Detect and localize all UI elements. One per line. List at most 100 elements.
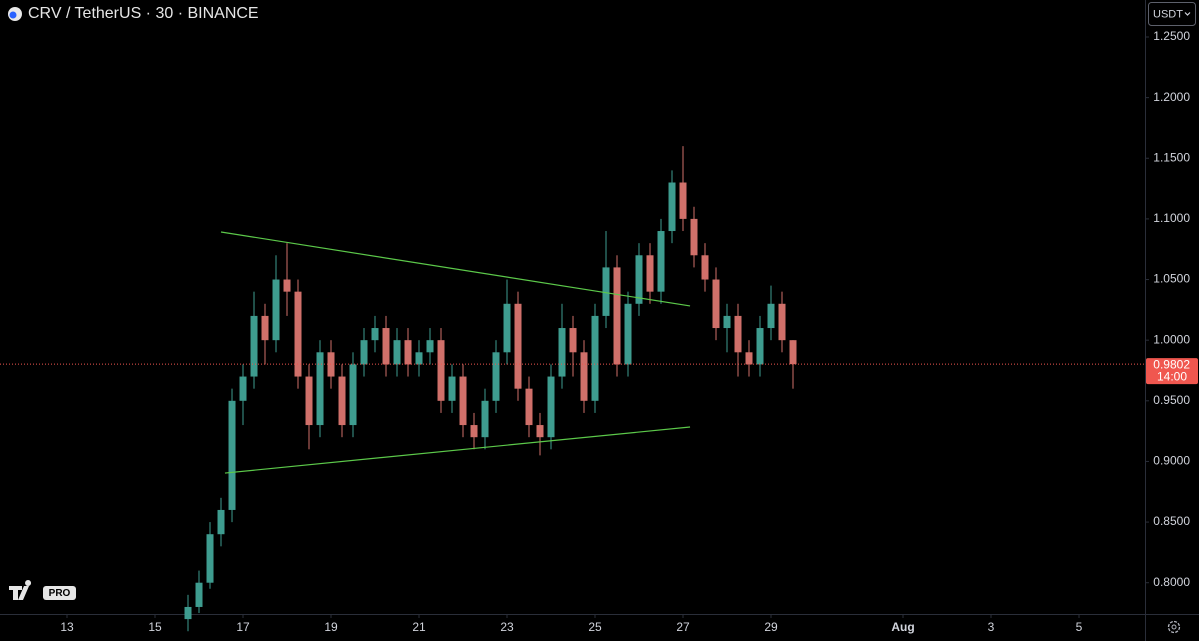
x-tick-label: 5 bbox=[1076, 620, 1083, 634]
candle-body bbox=[393, 340, 401, 365]
trendline bbox=[220, 231, 691, 307]
candle-body bbox=[580, 352, 588, 401]
candle-body bbox=[250, 315, 258, 377]
candle-body bbox=[360, 340, 368, 365]
logo-badge-text: PRO bbox=[49, 588, 71, 599]
button-label[interactable]: USDT bbox=[1153, 8, 1183, 20]
x-tick-label: 27 bbox=[676, 620, 690, 634]
candle-body bbox=[767, 303, 775, 329]
candle-body bbox=[734, 315, 742, 353]
candle-body bbox=[481, 400, 489, 438]
candle-body bbox=[327, 352, 335, 377]
candle-body bbox=[657, 231, 665, 292]
last-price-label: 0.9802 bbox=[1153, 357, 1190, 371]
candle-body bbox=[459, 376, 467, 426]
candle-body bbox=[745, 352, 753, 365]
x-tick-label: 29 bbox=[764, 620, 778, 634]
candle-body bbox=[371, 328, 379, 341]
y-tick-label: 1.2500 bbox=[1153, 29, 1190, 43]
y-tick-label: 1.1500 bbox=[1153, 150, 1190, 164]
y-tick-label: 0.9500 bbox=[1153, 393, 1190, 407]
candle-body bbox=[789, 340, 797, 365]
candle-body bbox=[712, 279, 720, 329]
candle-body bbox=[448, 376, 456, 401]
candle-body bbox=[668, 182, 676, 232]
chart-title: CRV / TetherUS · 30 · BINANCE bbox=[28, 5, 259, 22]
candle-body bbox=[602, 267, 610, 316]
candle-body bbox=[690, 218, 698, 256]
y-tick-label: 1.2000 bbox=[1153, 90, 1190, 104]
candle-body bbox=[184, 606, 192, 620]
y-tick-label: 0.8500 bbox=[1153, 514, 1190, 528]
y-tick-label: 1.0500 bbox=[1153, 272, 1190, 286]
candle-body bbox=[591, 315, 599, 401]
button-box[interactable] bbox=[1148, 2, 1196, 26]
candle-body bbox=[558, 328, 566, 377]
y-tick-label: 1.0000 bbox=[1153, 332, 1190, 346]
gear-hub[interactable] bbox=[1171, 624, 1177, 630]
countdown-label: 14:00 bbox=[1157, 369, 1187, 383]
candle-body bbox=[503, 303, 511, 353]
candle-body bbox=[536, 425, 544, 438]
last-price-badge bbox=[1146, 358, 1198, 385]
candle-body bbox=[492, 352, 500, 401]
candle-body bbox=[437, 340, 445, 401]
candle-body bbox=[272, 279, 280, 341]
candle-body bbox=[261, 315, 269, 341]
candle-body bbox=[470, 425, 478, 438]
gear[interactable] bbox=[1167, 620, 1181, 634]
candle-body bbox=[206, 534, 214, 583]
x-tick-label: 23 bbox=[500, 620, 514, 634]
candle-body bbox=[635, 255, 643, 304]
candle-body bbox=[294, 291, 302, 377]
x-tick-label: 21 bbox=[412, 620, 426, 634]
candle-body bbox=[404, 340, 412, 365]
x-tick-label: Aug bbox=[891, 620, 914, 634]
x-tick-label: 15 bbox=[148, 620, 162, 634]
symbol-icon bbox=[8, 7, 22, 21]
candle-body bbox=[569, 328, 577, 353]
y-tick-label: 1.1000 bbox=[1153, 211, 1190, 225]
settings-icon[interactable] bbox=[1167, 620, 1181, 634]
candle-body bbox=[547, 376, 555, 438]
trendline bbox=[224, 426, 691, 474]
candle-body bbox=[382, 328, 390, 365]
candle-body bbox=[701, 255, 709, 280]
candle-body bbox=[338, 376, 346, 426]
candle-body bbox=[756, 328, 764, 365]
x-tick-label: 19 bbox=[324, 620, 338, 634]
tv-logo: PRO bbox=[9, 580, 76, 600]
x-tick-label: 3 bbox=[988, 620, 995, 634]
candle-body bbox=[349, 364, 357, 426]
candle-body bbox=[679, 182, 687, 219]
currency-button[interactable]: USDT bbox=[1148, 2, 1196, 26]
candle-body bbox=[525, 388, 533, 426]
logo-mark bbox=[9, 580, 32, 600]
icon-dot bbox=[9, 11, 17, 19]
candle-body bbox=[316, 352, 324, 426]
y-tick-label: 0.9000 bbox=[1153, 454, 1190, 468]
candle-body bbox=[195, 582, 203, 607]
candle-body bbox=[228, 400, 236, 510]
x-tick-label: 25 bbox=[588, 620, 602, 634]
candle-body bbox=[646, 255, 654, 292]
candle-body bbox=[239, 376, 247, 401]
x-tick-label: 17 bbox=[236, 620, 250, 634]
candle-body bbox=[613, 267, 621, 365]
candle-body bbox=[415, 352, 423, 365]
candle-body bbox=[426, 340, 434, 353]
logo-badge bbox=[43, 586, 76, 600]
candle-body bbox=[624, 303, 632, 365]
candle-body bbox=[283, 279, 291, 292]
candle-body bbox=[305, 376, 313, 426]
chevron bbox=[1184, 12, 1191, 16]
candle-body bbox=[514, 303, 522, 389]
x-tick-label: 13 bbox=[60, 620, 74, 634]
candle-body bbox=[217, 509, 225, 535]
plot-area bbox=[184, 146, 797, 632]
y-tick-label: 0.8000 bbox=[1153, 575, 1190, 589]
candle-body bbox=[778, 303, 786, 341]
